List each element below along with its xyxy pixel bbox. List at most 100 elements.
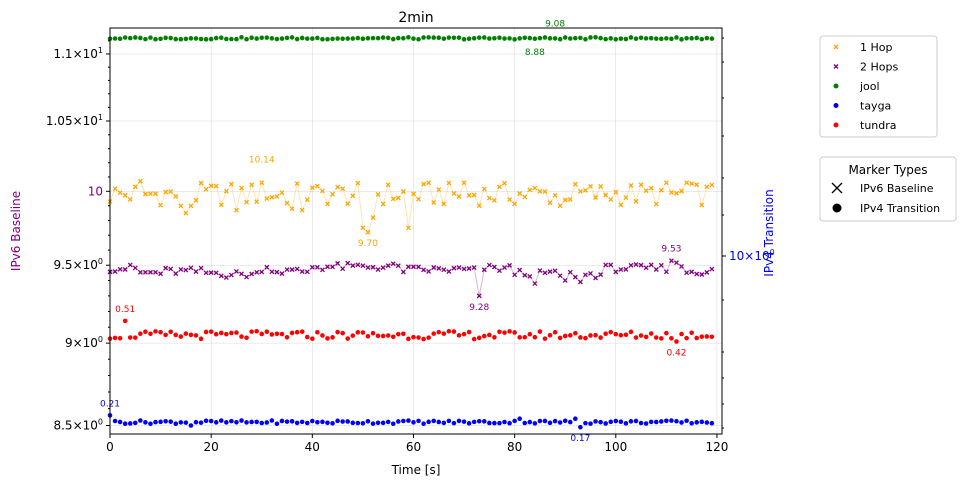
data-point bbox=[476, 293, 482, 299]
data-point bbox=[153, 269, 158, 275]
data-point bbox=[507, 262, 513, 268]
data-point bbox=[148, 269, 153, 275]
data-point bbox=[659, 419, 664, 424]
data-point bbox=[684, 35, 689, 41]
data-point bbox=[143, 329, 148, 335]
legend-marker bbox=[833, 122, 839, 128]
data-point bbox=[451, 191, 457, 196]
data-point bbox=[138, 418, 143, 423]
data-point bbox=[699, 272, 705, 277]
data-point bbox=[567, 197, 573, 202]
data-point bbox=[633, 198, 639, 204]
data-point bbox=[289, 419, 295, 424]
data-point bbox=[345, 336, 351, 341]
data-point bbox=[557, 203, 563, 209]
data-point bbox=[269, 36, 275, 41]
data-point bbox=[198, 420, 204, 425]
data-point bbox=[193, 36, 199, 41]
data-point bbox=[699, 202, 705, 208]
data-point bbox=[441, 201, 447, 207]
data-point bbox=[497, 35, 502, 41]
y-axis-right-label: IPv4 Transition bbox=[762, 189, 776, 276]
data-point bbox=[350, 36, 356, 41]
data-point bbox=[446, 269, 452, 274]
data-point bbox=[517, 416, 522, 422]
data-point bbox=[360, 225, 366, 231]
marker-legend-x-icon bbox=[831, 182, 843, 194]
data-point bbox=[663, 180, 669, 186]
data-point bbox=[674, 418, 679, 424]
data-point bbox=[264, 196, 270, 201]
data-point bbox=[325, 201, 330, 207]
data-point bbox=[471, 419, 477, 425]
data-point bbox=[340, 266, 346, 272]
data-point bbox=[360, 263, 366, 269]
data-point bbox=[684, 418, 689, 424]
data-point bbox=[401, 418, 406, 424]
data-point bbox=[608, 419, 614, 425]
data-point bbox=[385, 35, 391, 41]
data-point bbox=[193, 197, 199, 203]
data-point bbox=[350, 333, 356, 338]
data-label: 10.14 bbox=[249, 155, 275, 165]
data-point bbox=[537, 418, 543, 424]
data-point bbox=[522, 272, 528, 278]
data-point bbox=[507, 197, 513, 203]
data-point bbox=[613, 189, 619, 195]
data-point bbox=[699, 419, 705, 425]
data-point bbox=[365, 265, 371, 270]
data-point bbox=[517, 335, 522, 340]
data-point bbox=[228, 181, 234, 187]
data-point bbox=[416, 264, 421, 270]
data-point bbox=[395, 331, 401, 337]
data-point bbox=[112, 418, 118, 424]
data-point bbox=[355, 262, 361, 268]
data-point bbox=[567, 269, 573, 275]
data-point bbox=[264, 329, 270, 335]
data-point bbox=[188, 265, 194, 271]
data-point bbox=[542, 189, 548, 195]
data-point bbox=[390, 334, 396, 340]
data-point bbox=[254, 199, 260, 205]
marker-legend: Marker Types IPv6 Baseline IPv4 Transition bbox=[819, 156, 957, 222]
data-point bbox=[633, 335, 639, 340]
data-point bbox=[233, 207, 239, 213]
data-point bbox=[158, 271, 164, 277]
data-point bbox=[502, 330, 507, 335]
data-point bbox=[608, 329, 614, 335]
data-point bbox=[456, 35, 462, 40]
data-point bbox=[117, 190, 123, 196]
data-point bbox=[193, 333, 199, 338]
data-point bbox=[623, 421, 629, 426]
data-point bbox=[658, 187, 664, 193]
data-point bbox=[638, 420, 644, 426]
data-point bbox=[122, 267, 128, 272]
data-point bbox=[653, 267, 659, 272]
data-point bbox=[370, 215, 376, 220]
data-point bbox=[507, 420, 512, 426]
data-point bbox=[709, 334, 715, 340]
data-point bbox=[284, 35, 290, 41]
data-point bbox=[572, 181, 578, 187]
data-point bbox=[487, 36, 492, 41]
data-point bbox=[643, 265, 649, 271]
legend-marker bbox=[833, 83, 839, 89]
data-point bbox=[284, 419, 290, 424]
data-point bbox=[229, 36, 234, 42]
data-point bbox=[315, 419, 320, 425]
data-point bbox=[203, 186, 209, 192]
data-point bbox=[451, 329, 457, 334]
data-point bbox=[350, 263, 356, 269]
data-point bbox=[669, 335, 674, 341]
data-point bbox=[512, 201, 518, 207]
data-point bbox=[254, 36, 259, 41]
data-point bbox=[542, 270, 548, 276]
data-point bbox=[633, 418, 639, 424]
data-point bbox=[294, 36, 300, 42]
data-point bbox=[537, 188, 543, 194]
data-point bbox=[178, 334, 184, 339]
data-point bbox=[542, 418, 548, 424]
x-axis-label: Time [s] bbox=[391, 463, 441, 477]
data-point bbox=[603, 421, 608, 426]
data-point bbox=[476, 335, 482, 341]
